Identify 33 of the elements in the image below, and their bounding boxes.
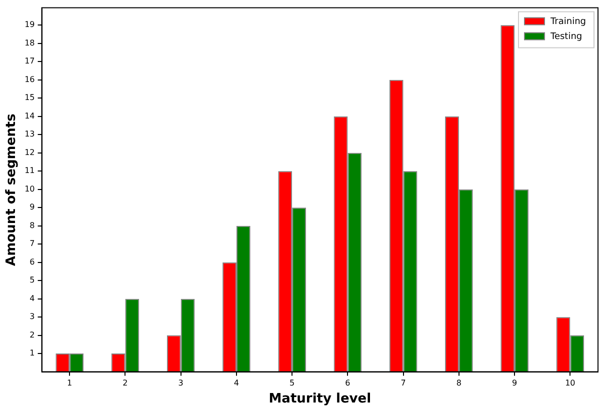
y-tick-label: 13 — [24, 130, 35, 139]
y-tick-label: 10 — [24, 184, 35, 194]
y-tick-label: 11 — [24, 166, 35, 176]
legend-label: Testing — [549, 32, 582, 42]
y-tick-label: 19 — [24, 20, 35, 30]
y-tick-label: 7 — [30, 239, 35, 248]
y-tick-label: 18 — [24, 38, 35, 48]
x-tick-label: 2 — [122, 378, 128, 388]
y-tick-label: 9 — [30, 202, 35, 212]
x-tick-label: 3 — [178, 378, 184, 388]
y-tick-label: 5 — [30, 276, 35, 285]
x-tick-label: 8 — [456, 378, 462, 388]
y-tick-label: 6 — [30, 257, 35, 266]
x-tick-label: 7 — [400, 378, 406, 388]
x-tick-label: 9 — [512, 378, 518, 388]
y-tick-label: 15 — [24, 93, 35, 102]
x-axis-title: Maturity level — [268, 392, 372, 407]
x-tick-label: 6 — [345, 378, 350, 388]
y-tick-label: 14 — [24, 111, 35, 120]
y-tick-label: 1 — [30, 348, 35, 358]
y-tick-label: 4 — [30, 294, 35, 303]
x-tick-label: 5 — [290, 378, 295, 388]
y-tick-label: 17 — [24, 56, 35, 66]
legend-label: Training — [549, 17, 586, 28]
x-tick-label: 1 — [67, 378, 72, 388]
x-tick-label: 4 — [234, 378, 240, 388]
y-tick-label: 3 — [30, 312, 35, 322]
y-tick-label: 16 — [24, 74, 35, 84]
x-tick-label: 10 — [565, 378, 576, 388]
y-tick-label: 2 — [30, 330, 35, 340]
y-tick-label: 8 — [30, 220, 35, 230]
y-axis-title: Amount of segments — [4, 113, 20, 266]
y-tick-label: 12 — [24, 148, 35, 157]
